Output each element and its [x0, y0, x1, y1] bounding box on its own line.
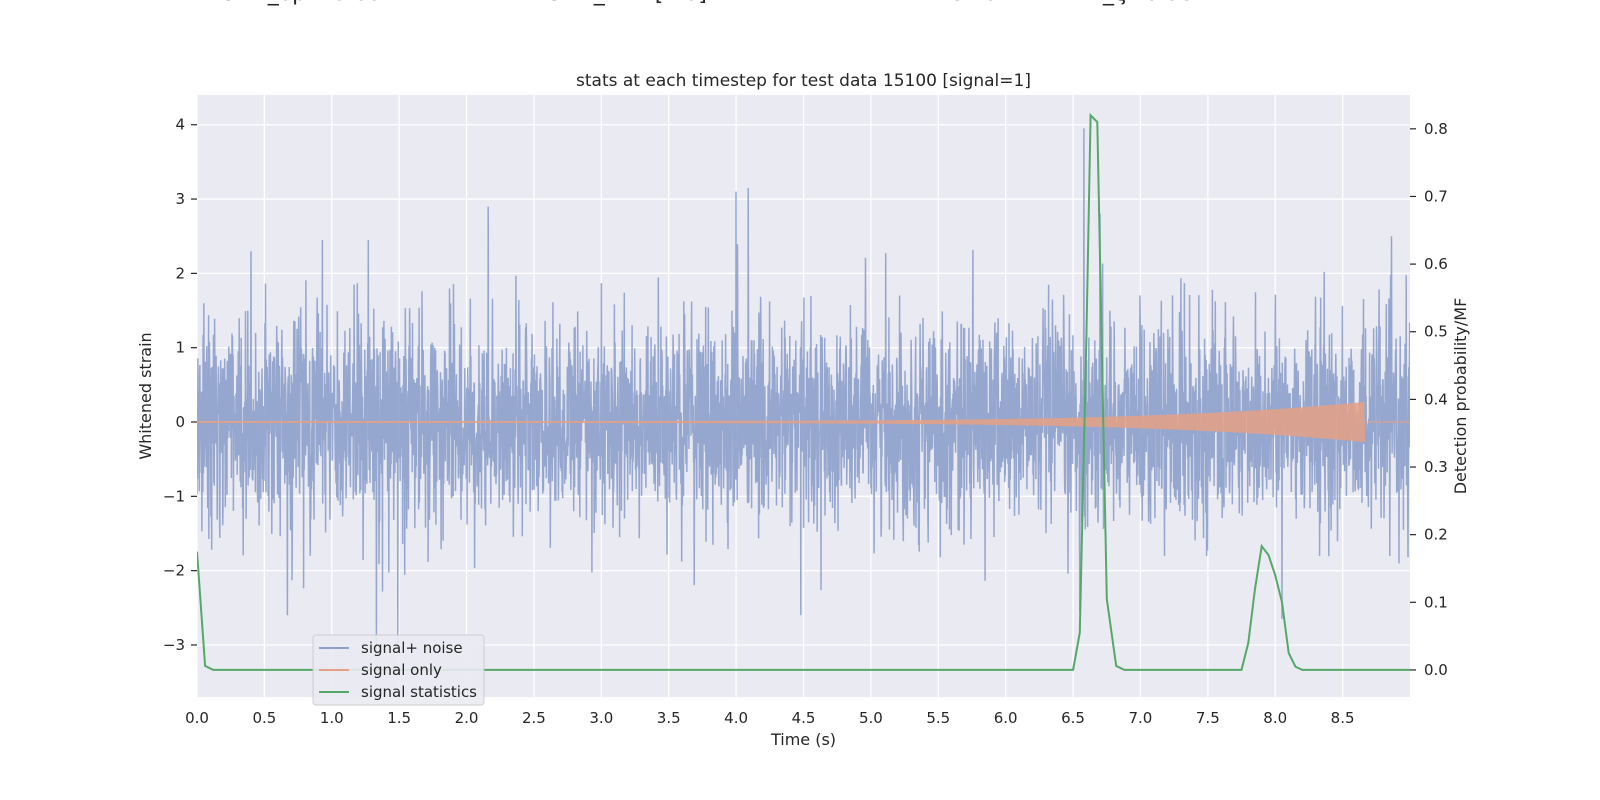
x-tick-label: 1.5: [387, 709, 411, 727]
x-tick-label: 0.0: [185, 709, 209, 727]
y2-tick-label: 0.4: [1424, 390, 1448, 408]
y2-tick-label: 0.7: [1424, 187, 1448, 205]
y2-tick-label: 0.3: [1424, 458, 1448, 476]
x-tick-label: 4.0: [724, 709, 748, 727]
x-tick-label: 1.0: [320, 709, 344, 727]
x-tick-label: 6.5: [1061, 709, 1085, 727]
legend: signal+ noise signal only signal statistic…: [312, 634, 485, 706]
y-axis-right: 0.0 0.1 0.2 0.3 0.4 0.5 0.6 0.7 0.8: [1410, 120, 1448, 679]
x-tick-label: 0.5: [252, 709, 276, 727]
y-axis-left: −3 −2 −1 0 1 2 3 4: [163, 116, 197, 654]
x-tick-label: 5.0: [859, 709, 883, 727]
series-line-signal-only: [197, 401, 1410, 443]
x-tick-label: 8.0: [1263, 709, 1287, 727]
y2-tick-label: 0.6: [1424, 255, 1448, 273]
y2-tick-label: 0.8: [1424, 120, 1448, 138]
y-tick-label: 1: [175, 339, 185, 357]
x-tick-label: 3.5: [657, 709, 681, 727]
y-tick-label: −1: [163, 487, 185, 505]
legend-box: [312, 634, 485, 706]
series-line-signal-noise: [197, 128, 1410, 646]
y-axis-label: Whitened strain: [136, 332, 155, 459]
header-stats: SNR_opt=3.03 SNR_MF=[4.0] G=0.2 A_ξ=0.38: [222, 0, 1194, 6]
x-tick-label: 2.0: [455, 709, 479, 727]
legend-label: signal+ noise: [361, 639, 463, 657]
series-line-signal-statistics: [197, 112, 1410, 671]
legend-label: signal statistics: [361, 683, 477, 701]
y-tick-label: 2: [175, 264, 185, 282]
x-axis: 0.0 0.5 1.0 1.5 2.0 2.5 3.0 3.5 4.0 4.5 5.0 5.5 6.0 6…: [185, 709, 1354, 727]
x-tick-label: 8.5: [1331, 709, 1355, 727]
x-axis-label: Time (s): [770, 730, 836, 749]
y-tick-label: 4: [175, 116, 185, 134]
y2-axis-label: Detection probability/MF: [1451, 298, 1470, 495]
y2-tick-label: 0.0: [1424, 661, 1448, 679]
x-tick-label: 7.0: [1129, 709, 1153, 727]
x-tick-label: 3.0: [589, 709, 613, 727]
x-tick-label: 5.5: [926, 709, 950, 727]
y-tick-label: 3: [175, 190, 185, 208]
series: [197, 112, 1410, 671]
x-tick-label: 4.5: [792, 709, 816, 727]
header-stat: A_ξ=0.38: [1088, 0, 1194, 6]
y2-tick-label: 0.5: [1424, 323, 1448, 341]
y2-tick-label: 0.1: [1424, 593, 1448, 611]
chart-title: stats at each timestep for test data 151…: [576, 71, 1031, 91]
x-tick-label: 2.5: [522, 709, 546, 727]
y-tick-label: −3: [163, 636, 185, 654]
header-stat: G=0.2: [948, 0, 1018, 6]
y-tick-label: −2: [163, 562, 185, 580]
legend-label: signal only: [361, 661, 442, 679]
header-stat: SNR_MF=[4.0]: [548, 0, 707, 6]
x-tick-label: 7.5: [1196, 709, 1220, 727]
header-stat: SNR_opt=3.03: [222, 0, 382, 6]
y2-tick-label: 0.2: [1424, 526, 1448, 544]
x-tick-label: 6.0: [994, 709, 1018, 727]
y-tick-label: 0: [175, 413, 185, 431]
